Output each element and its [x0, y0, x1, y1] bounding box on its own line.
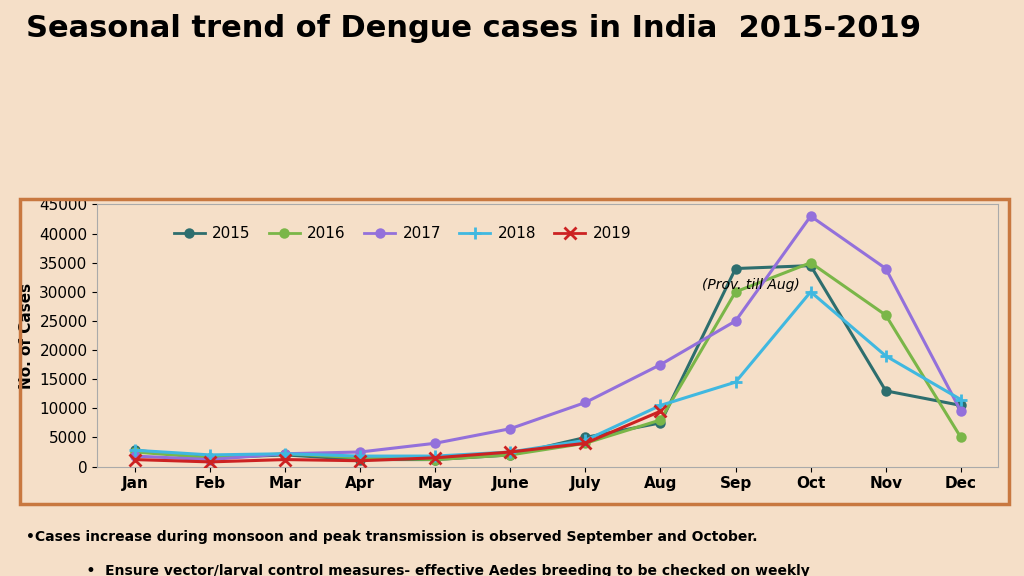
2018 [429, 453, 441, 460]
2016 [279, 450, 291, 457]
2016 [954, 434, 967, 441]
Text: Seasonal trend of Dengue cases in India  2015-2019: Seasonal trend of Dengue cases in India … [26, 14, 921, 43]
2015 [729, 265, 741, 272]
2015 [129, 447, 141, 454]
2018 [880, 353, 892, 359]
2015 [354, 456, 367, 463]
2018 [129, 447, 141, 454]
2019 [129, 456, 141, 463]
2015 [204, 454, 216, 461]
2018 [654, 402, 667, 409]
2018 [954, 396, 967, 403]
2019 [504, 449, 516, 456]
Line: 2019: 2019 [129, 405, 667, 468]
2017 [429, 440, 441, 447]
2016 [654, 416, 667, 423]
2019 [580, 440, 592, 447]
2016 [354, 454, 367, 461]
2018 [354, 453, 367, 460]
2016 [204, 454, 216, 461]
2015 [805, 262, 817, 269]
2015 [429, 456, 441, 463]
Text: (Prov. till Aug): (Prov. till Aug) [701, 278, 800, 292]
2015 [504, 452, 516, 458]
2019 [354, 457, 367, 464]
2018 [204, 452, 216, 458]
2017 [880, 265, 892, 272]
2017 [805, 213, 817, 219]
2015 [279, 452, 291, 458]
2016 [129, 449, 141, 456]
2015 [880, 388, 892, 395]
2017 [580, 399, 592, 406]
2018 [805, 289, 817, 295]
Line: 2017: 2017 [131, 212, 965, 464]
Legend: 2015, 2016, 2017, 2018, 2019: 2015, 2016, 2017, 2018, 2019 [168, 220, 637, 247]
2018 [729, 378, 741, 385]
2019 [654, 408, 667, 415]
Line: 2016: 2016 [131, 259, 965, 464]
2017 [954, 408, 967, 415]
2017 [729, 317, 741, 324]
Line: 2015: 2015 [131, 262, 965, 464]
Text: •Cases increase during monsoon and peak transmission is observed September and O: •Cases increase during monsoon and peak … [26, 530, 757, 544]
2016 [805, 259, 817, 266]
2018 [279, 450, 291, 457]
2016 [880, 312, 892, 319]
2015 [654, 419, 667, 426]
2016 [580, 440, 592, 447]
2017 [129, 453, 141, 460]
2016 [729, 289, 741, 295]
2017 [354, 449, 367, 456]
2019 [429, 454, 441, 461]
2019 [204, 458, 216, 465]
2018 [580, 437, 592, 444]
2018 [504, 449, 516, 456]
Line: 2018: 2018 [129, 286, 967, 463]
2017 [654, 361, 667, 368]
2017 [204, 456, 216, 463]
Text: •  Ensure vector/larval control measures- effective Aedes breeding to be checked: • Ensure vector/larval control measures-… [67, 564, 809, 576]
2017 [279, 450, 291, 457]
2019 [279, 456, 291, 463]
2016 [504, 452, 516, 458]
2016 [429, 456, 441, 463]
2015 [954, 402, 967, 409]
2017 [504, 425, 516, 432]
2015 [580, 434, 592, 441]
Y-axis label: No. of Cases: No. of Cases [18, 282, 34, 389]
